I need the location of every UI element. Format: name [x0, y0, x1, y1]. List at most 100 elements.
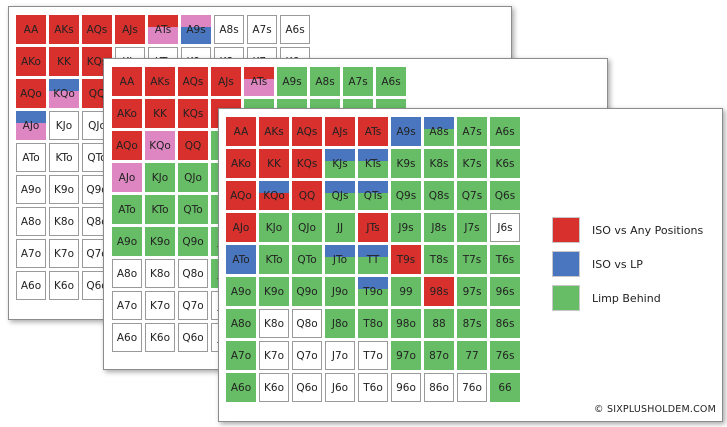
hand-cell: Q9o — [178, 227, 208, 256]
hand-cell: AKs — [49, 15, 79, 44]
hand-label: QTo — [297, 253, 317, 266]
hand-cell: QJs — [325, 181, 355, 210]
hand-label: 97o — [396, 349, 416, 362]
hand-label: A6s — [381, 75, 401, 88]
hand-cell: J6s — [490, 213, 520, 242]
hand-label: Q8o — [296, 317, 318, 330]
hand-cell: J6o — [325, 373, 355, 402]
hand-label: KTs — [364, 157, 382, 170]
hand-cell: A6o — [16, 271, 46, 300]
split-fill — [358, 256, 388, 274]
hand-label: AQs — [296, 125, 318, 138]
hand-label: AJs — [122, 23, 138, 36]
hand-cell: K6s — [490, 149, 520, 178]
hand-label: KQo — [53, 87, 75, 100]
hand-cell: Q8s — [424, 181, 454, 210]
hand-label: A9o — [20, 183, 42, 196]
hand-cell: A8s — [310, 67, 340, 96]
hand-cell: AKs — [145, 67, 175, 96]
hand-cell: Q9s — [391, 181, 421, 210]
hand-cell: AQs — [82, 15, 112, 44]
hand-label: KQo — [263, 189, 285, 202]
hand-label: Q8o — [182, 267, 204, 280]
hand-label: 86o — [429, 381, 449, 394]
hand-label: J7o — [331, 349, 349, 362]
hand-label: 87o — [429, 349, 449, 362]
hand-cell: 99 — [391, 277, 421, 306]
split-fill — [358, 160, 388, 178]
hand-cell: KQs — [178, 99, 208, 128]
hand-label: 98s — [429, 285, 449, 298]
hand-cell: AJs — [115, 15, 145, 44]
hand-cell: A7s — [343, 67, 373, 96]
hand-cell: J9o — [325, 277, 355, 306]
split-fill — [358, 192, 388, 210]
hand-label: Q7o — [86, 247, 108, 260]
hand-label: J8o — [331, 317, 349, 330]
hand-cell: KTo — [259, 245, 289, 274]
hand-label: Q6o — [182, 331, 204, 344]
hand-label: T9s — [396, 253, 416, 266]
hand-label: Q9o — [182, 235, 204, 248]
hand-cell: AJs — [211, 67, 241, 96]
hand-label: AJs — [218, 75, 234, 88]
hand-cell: AJo — [226, 213, 256, 242]
hand-label: J9o — [331, 285, 349, 298]
hand-label: KK — [153, 107, 167, 120]
hand-label: J6o — [331, 381, 349, 394]
hand-label: KTo — [265, 253, 283, 266]
hand-cell: QTs — [358, 181, 388, 210]
hand-label: QTs — [363, 189, 383, 202]
hand-label: ATs — [250, 75, 268, 88]
hand-label: K9o — [264, 285, 284, 298]
hand-label: A6s — [285, 23, 305, 36]
hand-label: A9s — [186, 23, 206, 36]
hand-label: A9s — [396, 125, 416, 138]
legend-swatch-red — [552, 217, 580, 243]
hand-label: A8s — [429, 125, 449, 138]
hand-cell: A8o — [16, 207, 46, 236]
hand-label: T6o — [363, 381, 383, 394]
hand-label: QQ — [184, 139, 202, 152]
hand-label: AKo — [117, 107, 137, 120]
hand-cell: QJo — [178, 163, 208, 192]
hand-label: Q9o — [86, 183, 108, 196]
hand-label: Q8o — [86, 215, 108, 228]
hand-label: J7s — [464, 221, 480, 234]
hand-label: AA — [119, 75, 135, 88]
hand-cell: 77 — [457, 341, 487, 370]
hand-label: AQs — [182, 75, 204, 88]
legend-label: Limp Behind — [592, 291, 661, 305]
legend-swatch-blue — [552, 251, 580, 277]
hand-label: J9s — [398, 221, 414, 234]
hand-cell: QQ — [178, 131, 208, 160]
hand-cell: A8o — [226, 309, 256, 338]
hand-label: A7s — [462, 125, 482, 138]
hand-label: T9o — [363, 285, 383, 298]
hand-cell: A6o — [226, 373, 256, 402]
hand-label: K8o — [54, 215, 74, 228]
hand-cell: A9s — [277, 67, 307, 96]
hand-cell: T8s — [424, 245, 454, 274]
hand-cell: 98o — [391, 309, 421, 338]
hand-cell: 97o — [391, 341, 421, 370]
hand-label: Q7o — [182, 299, 204, 312]
hand-label: KQs — [86, 55, 108, 68]
hand-label: K7s — [462, 157, 482, 170]
hand-label: K9o — [54, 183, 74, 196]
hand-cell: AA — [226, 117, 256, 146]
hand-label: K6s — [495, 157, 515, 170]
split-fill — [181, 26, 211, 44]
hand-cell: K6o — [49, 271, 79, 300]
hand-label: AA — [23, 23, 39, 36]
hand-label: Q8s — [428, 189, 450, 202]
hand-cell: K9o — [145, 227, 175, 256]
copyright-text: © SIXPLUSHOLDEM.COM — [594, 404, 716, 415]
hand-label: K8s — [429, 157, 449, 170]
hand-label: T8s — [429, 253, 449, 266]
hand-cell: K8o — [49, 207, 79, 236]
hand-cell: AQs — [292, 117, 322, 146]
split-fill — [259, 192, 289, 210]
hand-grid: AA AKs AQs AJs ATs A9s A8s A7s A6s AKo KK KQs KJs KTs… — [226, 117, 520, 402]
hand-label: KJo — [151, 171, 169, 184]
